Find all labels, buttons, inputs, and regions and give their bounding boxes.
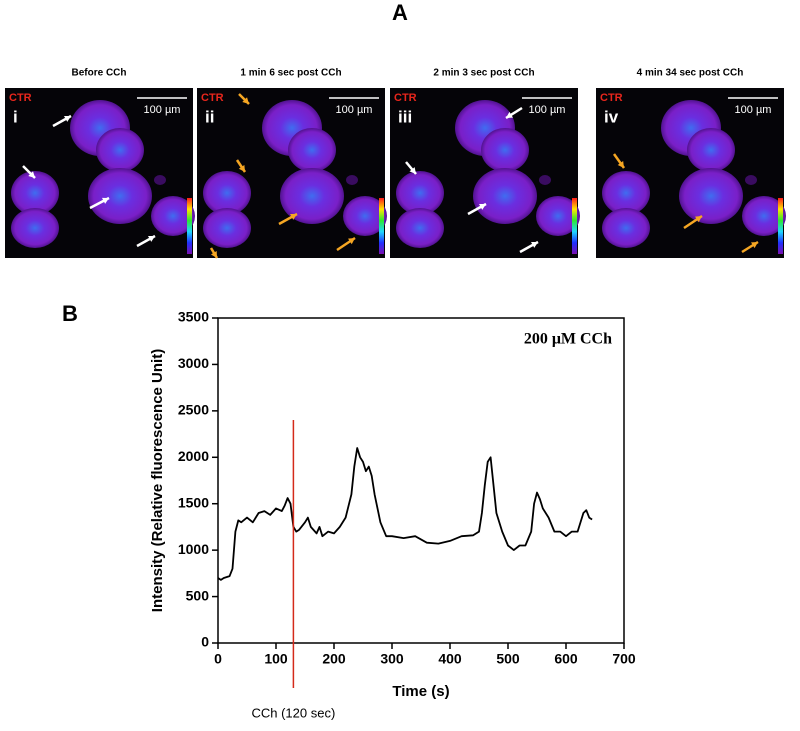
arrow-head bbox=[506, 111, 513, 118]
arrow-head bbox=[238, 165, 245, 172]
image-title: 1 min 6 sec post CCh bbox=[240, 68, 341, 79]
data-line bbox=[217, 447, 593, 581]
cell-cluster bbox=[346, 175, 358, 185]
arrow-head bbox=[102, 197, 109, 204]
image-tag: CTR bbox=[394, 92, 417, 104]
color-bar bbox=[379, 198, 384, 254]
cell-cluster bbox=[151, 196, 195, 236]
cell-cluster bbox=[679, 168, 743, 224]
cell-cluster bbox=[203, 208, 251, 248]
x-tick-label: 200 bbox=[322, 651, 346, 667]
cell-cluster bbox=[11, 171, 59, 215]
arrow-head bbox=[409, 167, 416, 174]
arrow-head bbox=[148, 236, 155, 242]
arrow-head bbox=[617, 161, 624, 168]
cell-cluster bbox=[288, 128, 336, 172]
image-numeral: iii bbox=[398, 107, 412, 126]
annotation: 200 μM CCh bbox=[524, 331, 612, 348]
y-tick-label: 0 bbox=[201, 634, 209, 650]
color-bar bbox=[778, 198, 783, 254]
color-bar bbox=[187, 198, 192, 254]
x-tick-label: 300 bbox=[380, 651, 404, 667]
x-tick-label: 500 bbox=[496, 651, 520, 667]
y-tick-label: 1000 bbox=[178, 541, 209, 557]
cell-cluster bbox=[687, 128, 735, 172]
cell-cluster bbox=[343, 196, 387, 236]
cell-cluster bbox=[154, 175, 166, 185]
cell-cluster bbox=[396, 171, 444, 215]
image-tag: CTR bbox=[9, 92, 32, 104]
cell-cluster bbox=[602, 171, 650, 215]
image-tag: CTR bbox=[600, 92, 623, 104]
scale-bar-label: 100 µm bbox=[529, 104, 566, 116]
x-tick-label: 400 bbox=[438, 651, 462, 667]
scale-bar-label: 100 µm bbox=[144, 104, 181, 116]
y-tick-label: 3000 bbox=[178, 355, 209, 371]
panel-label: B bbox=[62, 301, 78, 326]
image-row: Before CCh CTR i 100 µm 1 min 6 sec post CCh… bbox=[5, 68, 786, 259]
y-tick-label: 3500 bbox=[178, 309, 209, 325]
cell-cluster bbox=[88, 168, 152, 224]
image-title: 4 min 34 sec post CCh bbox=[637, 68, 744, 79]
arrow-head bbox=[479, 204, 486, 210]
cell-cluster bbox=[203, 171, 251, 215]
plot-frame bbox=[217, 317, 625, 644]
panel-label: A bbox=[392, 0, 408, 25]
arrow-head bbox=[242, 97, 249, 104]
y-tick-label: 2000 bbox=[178, 448, 209, 464]
x-tick-label: 0 bbox=[214, 651, 222, 667]
y-axis-title: Intensity (Relative fluorescence Unit) bbox=[149, 349, 166, 612]
y-tick-label: 500 bbox=[186, 587, 210, 603]
scale-bar-label: 100 µm bbox=[735, 104, 772, 116]
y-tick-label: 1500 bbox=[178, 494, 209, 510]
image-title: Before CCh bbox=[71, 68, 126, 79]
cell-cluster bbox=[539, 175, 551, 185]
image-numeral: i bbox=[13, 107, 18, 126]
cell-cluster bbox=[96, 128, 144, 172]
arrow-head bbox=[531, 242, 538, 248]
cell-cluster bbox=[396, 208, 444, 248]
image-numeral: ii bbox=[205, 107, 214, 126]
arrow-head bbox=[348, 238, 355, 245]
chart: 0 500 1000 1500 2000 2500 3000 3500 0 100 200 300 40… bbox=[149, 309, 636, 721]
x-tick-label: 600 bbox=[554, 651, 578, 667]
arrow-head bbox=[28, 171, 35, 178]
y-tick-label: 2500 bbox=[178, 402, 209, 418]
cell-cluster bbox=[536, 196, 580, 236]
arrow-head bbox=[695, 216, 702, 223]
arrow-head bbox=[290, 214, 297, 220]
color-bar bbox=[572, 198, 577, 254]
image-numeral: iv bbox=[604, 107, 619, 126]
image-tag: CTR bbox=[201, 92, 224, 104]
arrow-head bbox=[210, 251, 217, 258]
x-tick-label: 100 bbox=[264, 651, 288, 667]
cell-cluster bbox=[473, 168, 537, 224]
cell-cluster bbox=[481, 128, 529, 172]
x-axis-title: Time (s) bbox=[392, 683, 449, 700]
marker-label: CCh (120 sec) bbox=[251, 705, 335, 720]
arrow-head bbox=[751, 242, 758, 249]
image-title: 2 min 3 sec post CCh bbox=[433, 68, 534, 79]
cell-cluster bbox=[602, 208, 650, 248]
cell-cluster bbox=[11, 208, 59, 248]
x-tick-label: 700 bbox=[612, 651, 636, 667]
cell-cluster bbox=[745, 175, 757, 185]
cell-cluster bbox=[742, 196, 786, 236]
arrow-head bbox=[64, 116, 71, 122]
cell-cluster bbox=[280, 168, 344, 224]
scale-bar-label: 100 µm bbox=[336, 104, 373, 116]
